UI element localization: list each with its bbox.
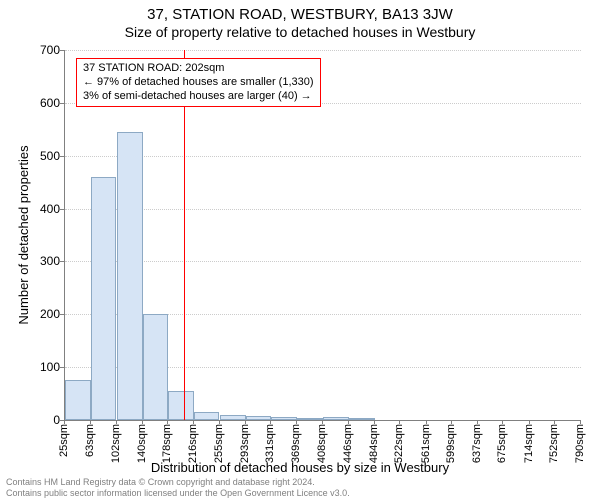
histogram-bar (65, 380, 91, 420)
annotation-line: 3% of semi-detached houses are larger (4… (83, 90, 314, 104)
xtick-label: 599sqm (445, 424, 457, 463)
ytick-label: 400 (24, 202, 60, 216)
ytick-mark (60, 103, 64, 104)
xtick-label: 714sqm (523, 424, 535, 463)
xtick-label: 408sqm (316, 424, 328, 463)
xtick-label: 25sqm (58, 424, 70, 457)
annotation-line: 37 STATION ROAD: 202sqm (83, 62, 314, 76)
xtick-label: 140sqm (136, 424, 148, 463)
ytick-mark (60, 50, 64, 51)
xtick-label: 369sqm (290, 424, 302, 463)
xtick-label: 102sqm (110, 424, 122, 463)
xtick-label: 522sqm (393, 424, 405, 463)
xtick-label: 331sqm (264, 424, 276, 463)
histogram-bar (220, 415, 246, 420)
ytick-mark (60, 314, 64, 315)
histogram-bar (194, 412, 220, 420)
xtick-label: 637sqm (471, 424, 483, 463)
xtick-label: 216sqm (187, 424, 199, 463)
xtick-label: 675sqm (496, 424, 508, 463)
xtick-label: 484sqm (368, 424, 380, 463)
footer-attribution: Contains HM Land Registry data © Crown c… (6, 477, 350, 498)
footer-line-2: Contains public sector information licen… (6, 488, 350, 498)
xtick-label: 293sqm (239, 424, 251, 463)
histogram-bar (297, 418, 323, 420)
ytick-mark (60, 209, 64, 210)
ytick-label: 200 (24, 307, 60, 321)
histogram-bar (246, 416, 272, 420)
annotation-box: 37 STATION ROAD: 202sqm← 97% of detached… (76, 58, 321, 107)
histogram-bar (168, 391, 194, 420)
ytick-label: 100 (24, 360, 60, 374)
xtick-label: 752sqm (548, 424, 560, 463)
xtick-label: 790sqm (574, 424, 586, 463)
ytick-mark (60, 261, 64, 262)
chart-container: { "title_line1": "37, STATION ROAD, WEST… (0, 0, 600, 500)
y-axis-label: Number of detached properties (16, 145, 31, 324)
xtick-label: 255sqm (213, 424, 225, 463)
histogram-bar (117, 132, 143, 420)
ytick-label: 500 (24, 149, 60, 163)
ytick-label: 600 (24, 96, 60, 110)
ytick-mark (60, 367, 64, 368)
footer-line-1: Contains HM Land Registry data © Crown c… (6, 477, 350, 487)
xtick-label: 446sqm (342, 424, 354, 463)
histogram-bar (271, 417, 297, 420)
histogram-bar (323, 417, 349, 420)
gridline (65, 50, 581, 51)
ytick-label: 0 (24, 413, 60, 427)
ytick-mark (60, 156, 64, 157)
histogram-bar (349, 418, 375, 420)
chart-title-address: 37, STATION ROAD, WESTBURY, BA13 3JW (0, 6, 600, 23)
ytick-label: 700 (24, 43, 60, 57)
xtick-label: 178sqm (161, 424, 173, 463)
ytick-label: 300 (24, 254, 60, 268)
annotation-line: ← 97% of detached houses are smaller (1,… (83, 76, 314, 90)
xtick-label: 63sqm (84, 424, 96, 457)
histogram-bar (91, 177, 117, 420)
xtick-label: 561sqm (420, 424, 432, 463)
histogram-bar (143, 314, 169, 420)
chart-subtitle: Size of property relative to detached ho… (0, 24, 600, 40)
